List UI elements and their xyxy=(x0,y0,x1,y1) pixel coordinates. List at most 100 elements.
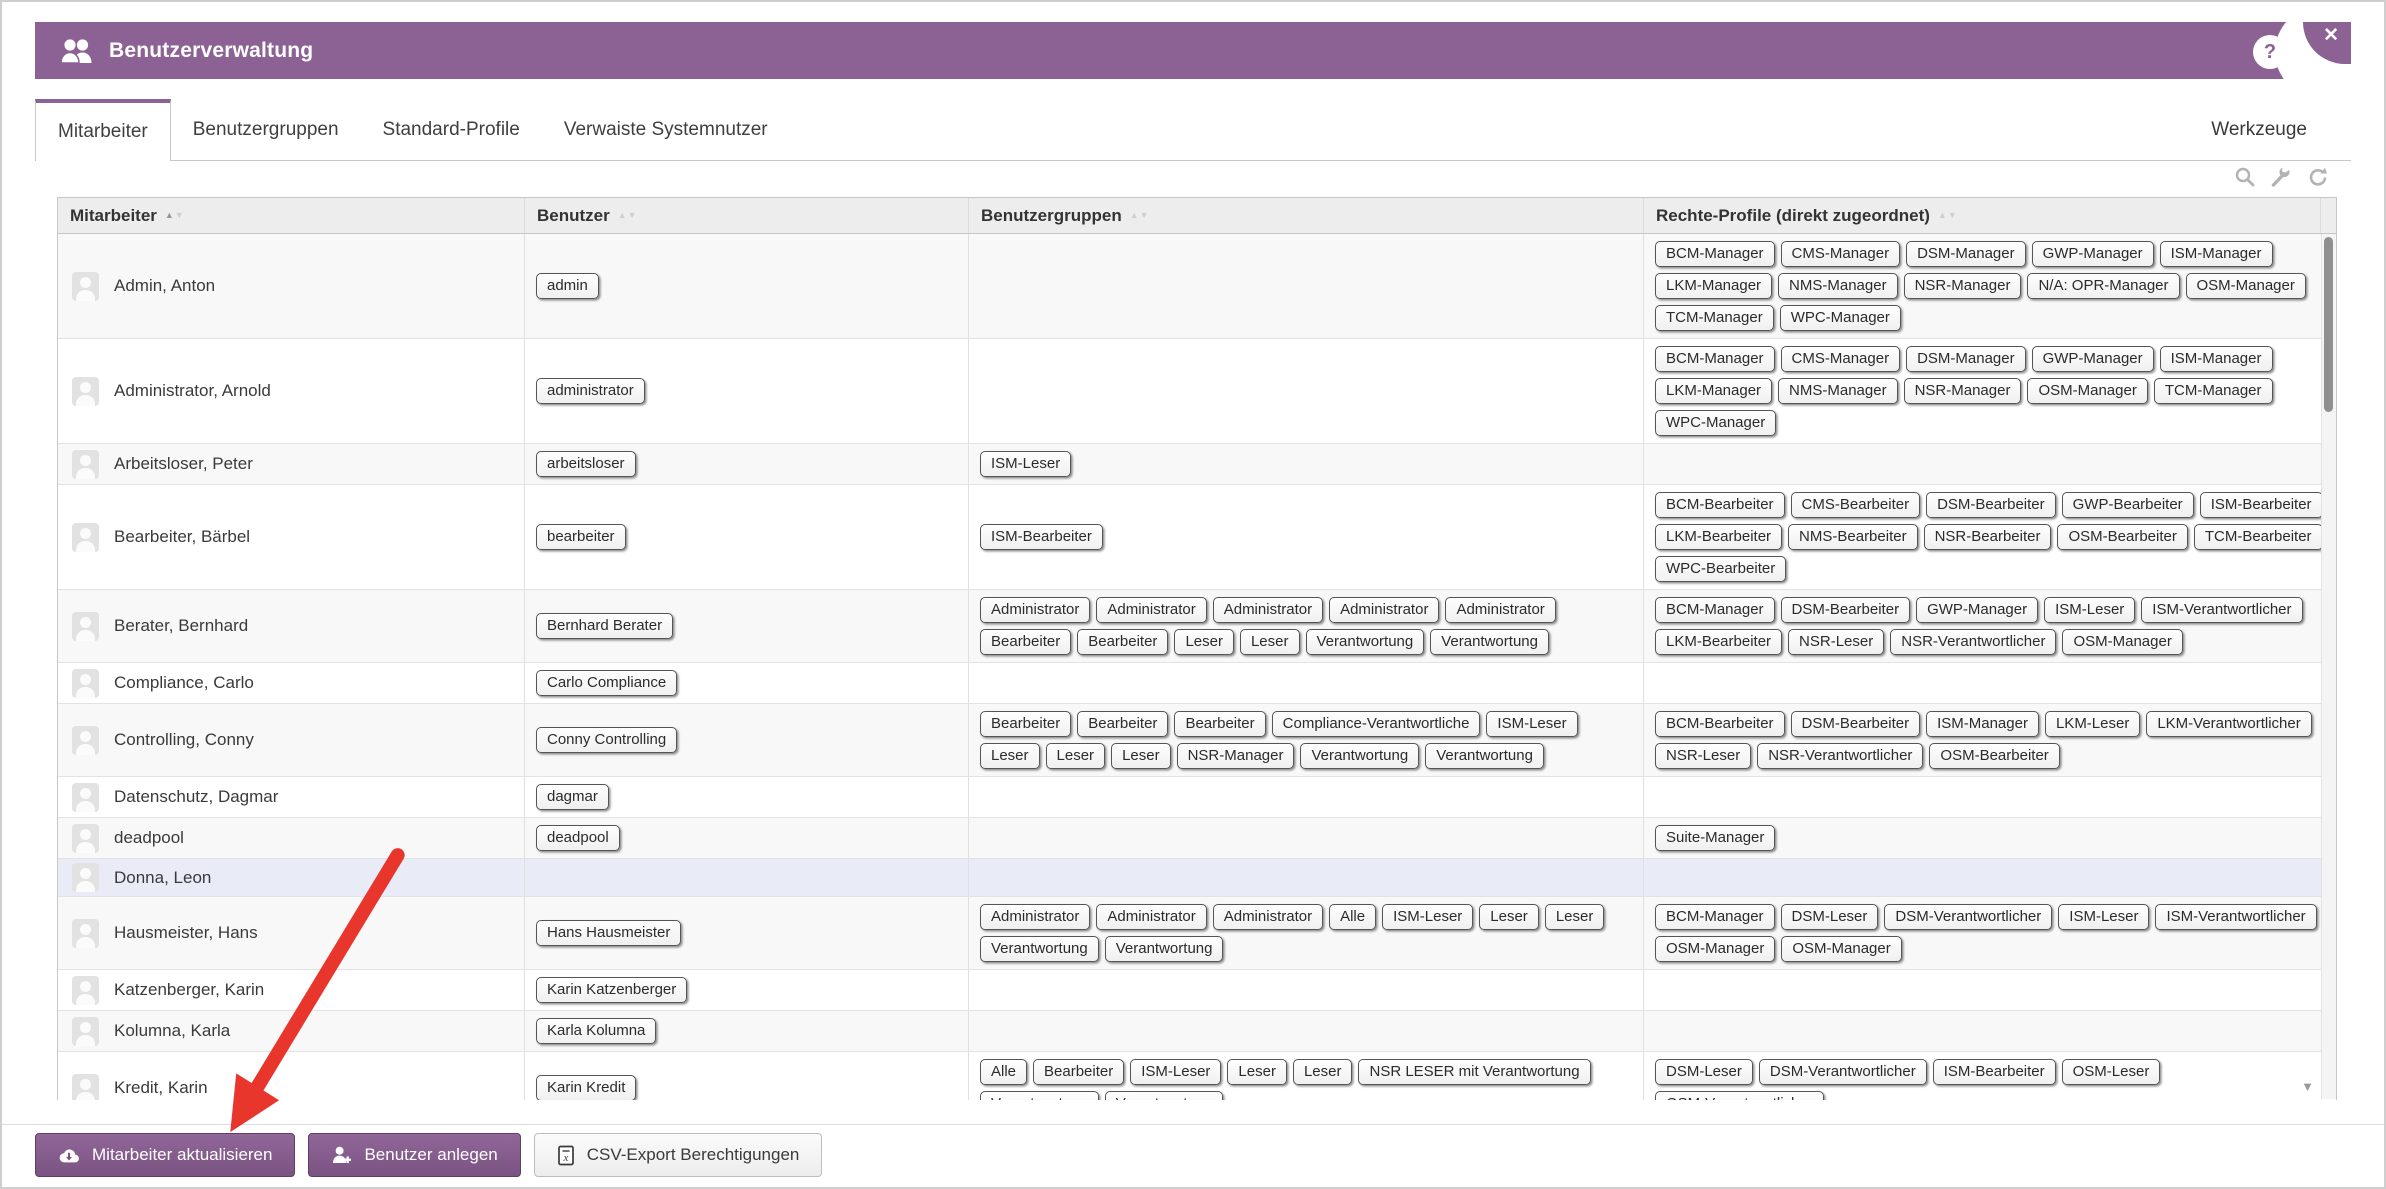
group-badge[interactable]: Administrator xyxy=(1212,904,1324,930)
profile-badge[interactable]: ISM-Bearbeiter xyxy=(1932,1059,2056,1085)
profile-badge[interactable]: CMS-Manager xyxy=(1780,346,1901,372)
profile-badge[interactable]: OSM-Manager xyxy=(2027,378,2148,404)
profile-badge[interactable]: TCM-Manager xyxy=(1655,305,1774,331)
group-badge[interactable]: Bearbeiter xyxy=(1077,629,1169,655)
profile-badge[interactable]: NSR-Verantwortlicher xyxy=(1890,629,2057,655)
tab-standard-profile[interactable]: Standard-Profile xyxy=(382,118,520,140)
group-badge[interactable]: Verantwortung xyxy=(1425,743,1544,769)
table-row[interactable]: Katzenberger, Karin Karin Katzenberger xyxy=(58,970,2336,1011)
profile-badge[interactable]: GWP-Manager xyxy=(1916,597,2039,623)
profile-badge[interactable]: NMS-Manager xyxy=(1778,273,1898,299)
group-badge[interactable]: Administrator xyxy=(1212,597,1324,623)
profile-badge[interactable]: DSM-Bearbeiter xyxy=(1926,492,2056,518)
table-row[interactable]: Admin, Anton admin BCM-Manager CMS-Manage… xyxy=(58,234,2336,339)
profile-badge[interactable]: BCM-Manager xyxy=(1655,241,1775,267)
profile-badge[interactable]: DSM-Leser xyxy=(1780,904,1879,930)
group-badge[interactable]: Administrator xyxy=(980,597,1091,623)
tab-mitarbeiter[interactable]: Mitarbeiter xyxy=(35,99,171,161)
table-row[interactable]: Kolumna, Karla Karla Kolumna xyxy=(58,1011,2336,1052)
profile-badge[interactable]: LKM-Bearbeiter xyxy=(1655,629,1783,655)
group-badge[interactable]: Leser xyxy=(1292,1059,1353,1085)
refresh-icon[interactable] xyxy=(2305,165,2329,189)
benutzer-anlegen-button[interactable]: Benutzer anlegen xyxy=(308,1133,521,1177)
group-badge[interactable]: Leser xyxy=(1227,1059,1287,1085)
profile-badge[interactable]: OSM-Manager xyxy=(2062,629,2183,655)
group-badge[interactable]: Alle xyxy=(980,1059,1028,1085)
group-badge[interactable]: Bearbeiter xyxy=(1033,1059,1125,1085)
user-badge[interactable]: administrator xyxy=(536,378,645,404)
user-badge[interactable]: Bernhard Berater xyxy=(536,613,674,639)
profile-badge[interactable]: NSR-Verantwortlicher xyxy=(1757,743,1924,769)
group-badge[interactable]: Compliance-Verantwortliche xyxy=(1271,711,1481,737)
group-badge[interactable]: Leser xyxy=(1544,904,1605,930)
group-badge[interactable]: Verantwortung xyxy=(1305,629,1425,655)
table-row[interactable]: Kredit, Karin Karin Kredit Alle Bearbeite… xyxy=(58,1052,2336,1100)
user-badge[interactable]: deadpool xyxy=(536,825,620,851)
group-badge[interactable]: ISM-Leser xyxy=(1382,904,1474,930)
profile-badge[interactable]: ISM-Leser xyxy=(2044,597,2136,623)
group-badge[interactable]: Leser xyxy=(1174,629,1234,655)
column-header-benutzer[interactable]: Benutzer ▲ ▼ xyxy=(525,198,969,233)
table-row[interactable]: Datenschutz, Dagmar dagmar xyxy=(58,777,2336,818)
profile-badge[interactable]: ISM-Verantwortlicher xyxy=(2141,597,2303,623)
group-badge[interactable]: NSR-Manager xyxy=(1176,743,1295,769)
profile-badge[interactable]: ISM-Bearbeiter xyxy=(2199,492,2323,518)
group-badge[interactable]: Alle xyxy=(1329,904,1377,930)
group-badge[interactable]: ISM-Leser xyxy=(1130,1059,1222,1085)
profile-badge[interactable]: BCM-Manager xyxy=(1655,346,1775,372)
group-badge[interactable]: Leser xyxy=(1239,629,1300,655)
profile-badge[interactable]: CMS-Manager xyxy=(1780,241,1901,267)
profile-badge[interactable]: Suite-Manager xyxy=(1655,825,1776,851)
profile-badge[interactable]: OSM-Manager xyxy=(2185,273,2306,299)
column-header-rechte-profile[interactable]: Rechte-Profile (direkt zugeordnet) ▲ ▼ xyxy=(1644,198,2321,233)
wrench-icon[interactable] xyxy=(2269,165,2293,189)
profile-badge[interactable]: NSR-Leser xyxy=(1655,743,1752,769)
profile-badge[interactable]: NMS-Bearbeiter xyxy=(1788,524,1918,550)
group-badge[interactable]: ISM-Leser xyxy=(1486,711,1578,737)
profile-badge[interactable]: TCM-Manager xyxy=(2153,378,2273,404)
profile-badge[interactable]: OSM-Bearbeiter xyxy=(2057,524,2188,550)
table-row[interactable]: Controlling, Conny Conny Controlling Bea… xyxy=(58,704,2336,777)
group-badge[interactable]: Leser xyxy=(1479,904,1539,930)
profile-badge[interactable]: N/A: OPR-Manager xyxy=(2027,273,2180,299)
profile-badge[interactable]: OSM-Manager xyxy=(1655,936,1776,962)
group-badge[interactable]: Verantwortung xyxy=(1430,629,1549,655)
group-badge[interactable]: Administrator xyxy=(1096,597,1207,623)
profile-badge[interactable]: NSR-Leser xyxy=(1788,629,1885,655)
group-badge[interactable]: Bearbeiter xyxy=(1077,711,1169,737)
profile-badge[interactable]: LKM-Manager xyxy=(1655,378,1773,404)
profile-badge[interactable]: OSM-Verantwortlicher xyxy=(1655,1091,1824,1100)
column-header-mitarbeiter[interactable]: Mitarbeiter ▲ ▼ xyxy=(58,198,525,233)
profile-badge[interactable]: NMS-Manager xyxy=(1778,378,1898,404)
profile-badge[interactable]: NSR-Bearbeiter xyxy=(1923,524,2052,550)
profile-badge[interactable]: BCM-Manager xyxy=(1655,904,1775,930)
group-badge[interactable]: Administrator xyxy=(1445,597,1556,623)
profile-badge[interactable]: DSM-Manager xyxy=(1906,346,2026,372)
group-badge[interactable]: Leser xyxy=(1045,743,1106,769)
table-row[interactable]: Berater, Bernhard Bernhard Berater Admin… xyxy=(58,590,2336,663)
csv-export-button[interactable]: x CSV-Export Berechtigungen xyxy=(533,1133,823,1177)
profile-badge[interactable]: BCM-Bearbeiter xyxy=(1655,711,1785,737)
table-row[interactable]: Donna, Leon xyxy=(58,859,2336,897)
group-badge[interactable]: Verantwortung xyxy=(980,936,1099,962)
user-badge[interactable]: Karin Katzenberger xyxy=(536,977,688,1003)
group-badge[interactable]: Verantwortung xyxy=(1104,1091,1224,1100)
tab-benutzergruppen[interactable]: Benutzergruppen xyxy=(192,118,339,140)
profile-badge[interactable]: LKM-Bearbeiter xyxy=(1655,524,1783,550)
user-badge[interactable]: Conny Controlling xyxy=(536,727,678,753)
table-row[interactable]: deadpool deadpool Suite-Manager xyxy=(58,818,2336,859)
table-row[interactable]: Administrator, Arnold administrator BCM-… xyxy=(58,339,2336,444)
user-badge[interactable]: admin xyxy=(536,273,599,299)
profile-badge[interactable]: OSM-Bearbeiter xyxy=(1929,743,2060,769)
group-badge[interactable]: Verantwortung xyxy=(1300,743,1420,769)
profile-badge[interactable]: DSM-Verantwortlicher xyxy=(1758,1059,1927,1085)
profile-badge[interactable]: ISM-Leser xyxy=(2058,904,2150,930)
table-row[interactable]: Hausmeister, Hans Hans Hausmeister Admin… xyxy=(58,897,2336,970)
user-badge[interactable]: dagmar xyxy=(536,784,609,810)
profile-badge[interactable]: OSM-Manager xyxy=(1781,936,1902,962)
profile-badge[interactable]: NSR-Manager xyxy=(1903,273,2022,299)
profile-badge[interactable]: DSM-Leser xyxy=(1655,1059,1753,1085)
profile-badge[interactable]: BCM-Bearbeiter xyxy=(1655,492,1785,518)
tab-verwaiste-systemnutzer[interactable]: Verwaiste Systemnutzer xyxy=(563,118,768,140)
profile-badge[interactable]: BCM-Manager xyxy=(1655,597,1775,623)
